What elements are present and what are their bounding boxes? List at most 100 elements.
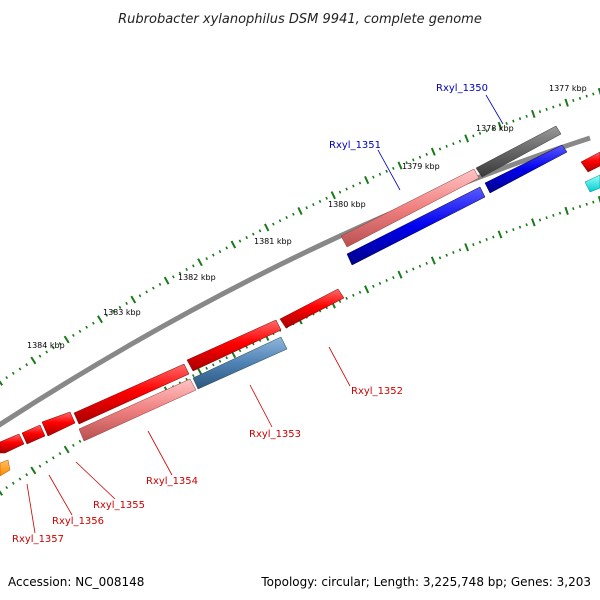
gene-label-rxyl-1350[interactable]: Rxyl_1350 [436, 83, 488, 94]
inner-tick-mark-71 [472, 243, 475, 247]
outer-tick-mark-14 [92, 321, 95, 325]
inner-tick-mark-4 [25, 473, 29, 477]
outer-tick-mark-78 [518, 117, 522, 121]
inner-tick-mark-58 [385, 278, 388, 282]
outer-tick-mark-15 [97, 315, 103, 324]
inner-tick-mark-28 [185, 377, 188, 381]
leader-rxyl-1354 [147, 430, 173, 476]
outer-tick-mark-72 [478, 131, 482, 135]
genome-backbone [0, 135, 591, 428]
outer-tick-mark-75 [497, 121, 503, 130]
inner-tick-mark-10 [63, 445, 70, 454]
outer-tick-mark-35 [230, 240, 237, 249]
outer-tick-mark-12 [78, 329, 82, 333]
inner-tick-mark-75 [497, 230, 503, 239]
inner-tick-mark-80 [531, 218, 536, 227]
outer-tick-mark-20 [130, 295, 137, 304]
gene-feature-rxyl-1351[interactable] [340, 168, 480, 248]
inner-tick-mark-78 [518, 225, 522, 229]
inner-tick-mark-6 [38, 464, 42, 468]
inner-tick-mark-68 [452, 251, 455, 254]
outer-tick-mark-52 [345, 187, 348, 191]
outer-tick-mark-83 [552, 105, 555, 109]
outer-tick-mark-77 [512, 119, 515, 123]
inner-tick-mark-74 [492, 235, 495, 239]
gene-label-rxyl-1353[interactable]: Rxyl_1353 [249, 429, 301, 440]
gene-feature-orange[interactable] [0, 459, 11, 477]
gene-feature-cyan[interactable] [584, 174, 600, 193]
outer-tick-mark-46 [305, 206, 308, 210]
outer-tick-mark-71 [472, 134, 475, 138]
outer-tick-mark-33 [218, 250, 222, 254]
gene-feature-fwd-right[interactable] [580, 151, 600, 173]
outer-tick-mark-59 [392, 166, 395, 170]
leader-rxyl-1352 [328, 346, 351, 387]
gene-label-rxyl-1354[interactable]: Rxyl_1354 [146, 476, 198, 487]
inner-tick-mark-29 [192, 374, 195, 378]
accession-text: Accession: NC_008148 [8, 575, 144, 589]
gene-label-rxyl-1351[interactable]: Rxyl_1351 [329, 140, 381, 151]
outer-tick-mark-48 [318, 199, 322, 203]
gene-feature-red-mid[interactable] [186, 319, 282, 372]
tick-label-1377: 1377 kbp [549, 84, 587, 93]
gene-feature-rxyl-1357[interactable] [0, 433, 25, 454]
outer-tick-mark-22 [145, 290, 148, 294]
outer-tick-mark-81 [538, 110, 542, 114]
gene-label-rxyl-1357[interactable]: Rxyl_1357 [12, 534, 64, 545]
tick-label-1384: 1384 kbp [27, 341, 65, 350]
outer-tick-mark-36 [238, 239, 242, 243]
reverse-strand-genes [0, 144, 600, 477]
inner-tick-mark-37 [245, 345, 249, 349]
gene-feature-rxyl-1353[interactable] [192, 336, 288, 390]
outer-tick-mark-57 [378, 172, 382, 176]
outer-tick-mark-41 [272, 222, 275, 226]
gene-feature-blue-upper[interactable] [484, 144, 568, 194]
gene-label-rxyl-1356[interactable]: Rxyl_1356 [52, 516, 104, 527]
outer-tick-mark-65 [430, 147, 436, 156]
inner-tick-mark-84 [558, 211, 562, 215]
gene-label-rxyl-1355[interactable]: Rxyl_1355 [93, 500, 145, 511]
inner-tick-mark-3 [18, 477, 22, 481]
inner-tick-mark-82 [545, 216, 548, 220]
inner-tick-mark-63 [418, 264, 422, 268]
inner-tick-mark-76 [505, 230, 508, 234]
inner-tick-mark-54 [358, 290, 362, 294]
outer-tick-mark-79 [525, 114, 528, 118]
outer-tick-mark-69 [458, 139, 462, 143]
outer-tick-mark-53 [352, 184, 355, 188]
outer-tick-mark-61 [405, 161, 408, 165]
gene-feature-rxyl-1354[interactable] [78, 378, 197, 442]
leader-rxyl-1351 [377, 149, 401, 191]
gene-feature-rxyl-1350[interactable] [475, 125, 562, 178]
outer-tick-mark-74 [492, 126, 495, 130]
gene-feature-blue-lower[interactable] [346, 186, 486, 266]
inner-tick-mark-12 [78, 439, 82, 443]
outer-tick-mark-88 [585, 94, 588, 98]
inner-tick-mark-8 [51, 456, 55, 460]
outer-tick-mark-58 [385, 169, 388, 173]
inner-tick-mark-79 [525, 223, 528, 227]
forward-strand-genes [340, 125, 600, 248]
inner-tick-mark-31 [205, 366, 208, 370]
inner-tick-mark-36 [238, 349, 242, 353]
outer-tick-mark-6 [38, 354, 42, 358]
tick-label-1382: 1382 kbp [178, 273, 216, 282]
inner-tick-mark-33 [218, 359, 222, 363]
gene-feature-red-long[interactable] [73, 363, 190, 425]
outer-tick-mark-73 [485, 129, 488, 133]
gene-feature-rxyl-1355[interactable] [41, 411, 76, 437]
gene-label-rxyl-1352[interactable]: Rxyl_1352 [351, 386, 403, 397]
inner-tick-mark-88 [585, 202, 588, 206]
gene-feature-rxyl-1352[interactable] [279, 288, 345, 329]
inner-tick-mark-72 [478, 240, 482, 244]
gene-labels: Rxyl_1350 Rxyl_1351 Rxyl_1352 Rxyl_1353 … [12, 83, 488, 545]
outer-tick-mark-26 [172, 275, 175, 279]
outer-tick-mark-49 [325, 196, 328, 200]
outer-tick-mark-84 [558, 103, 562, 107]
outer-tick-mark-9 [58, 342, 62, 346]
outer-tick-mark-7 [45, 350, 49, 354]
outer-tick-mark-17 [112, 309, 115, 313]
outer-tick-mark-51 [338, 190, 342, 194]
gene-feature-rxyl-1356[interactable] [21, 424, 46, 445]
